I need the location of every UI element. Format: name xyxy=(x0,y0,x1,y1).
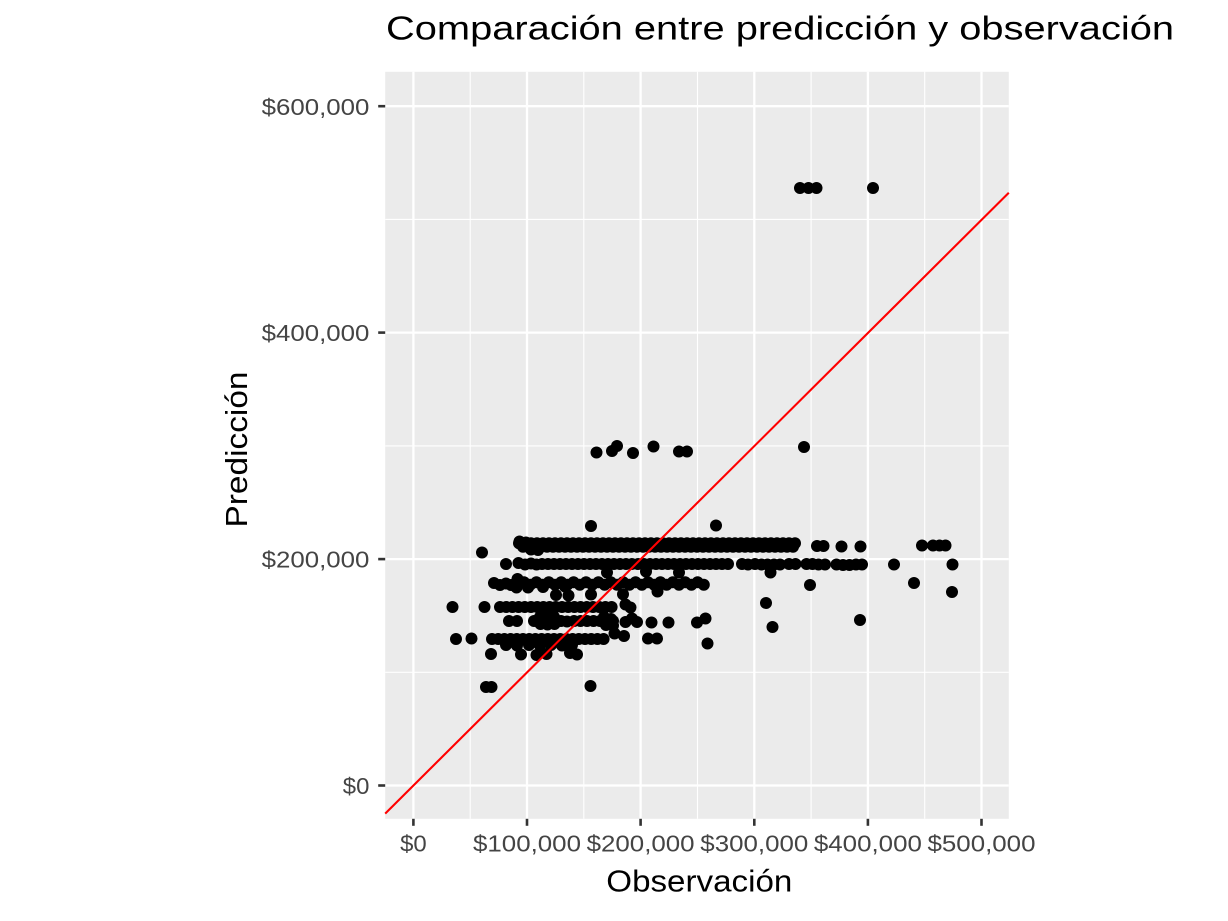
svg-text:$300,000: $300,000 xyxy=(700,830,808,856)
svg-text:$500,000: $500,000 xyxy=(928,830,1036,856)
svg-text:$0: $0 xyxy=(343,773,370,799)
svg-text:$400,000: $400,000 xyxy=(262,320,370,346)
svg-text:$200,000: $200,000 xyxy=(587,830,695,856)
svg-text:$200,000: $200,000 xyxy=(262,547,370,573)
svg-text:Comparación entre predicción y: Comparación entre predicción y observaci… xyxy=(386,10,1174,47)
svg-text:$400,000: $400,000 xyxy=(814,830,922,856)
svg-text:$600,000: $600,000 xyxy=(262,94,370,120)
svg-text:$0: $0 xyxy=(400,830,427,856)
svg-text:Predicción: Predicción xyxy=(219,372,254,528)
svg-text:$100,000: $100,000 xyxy=(473,830,581,856)
svg-text:Observación: Observación xyxy=(606,863,792,898)
